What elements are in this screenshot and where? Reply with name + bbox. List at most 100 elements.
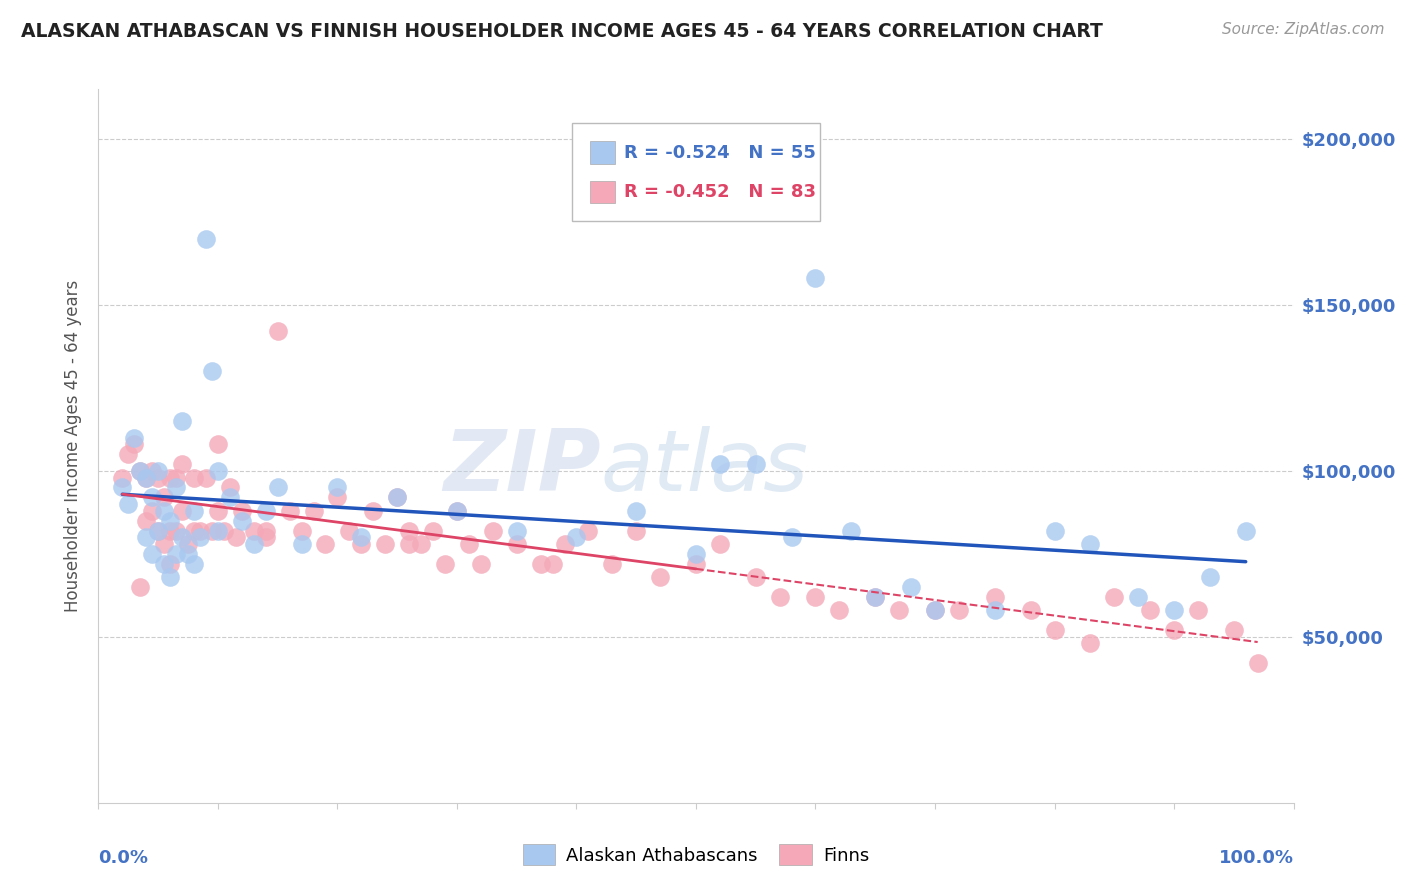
Point	[541, 557, 564, 571]
Point	[129, 464, 152, 478]
Point	[159, 470, 181, 484]
Point	[1043, 524, 1066, 538]
Point	[159, 524, 181, 538]
Point	[129, 464, 152, 478]
Point	[111, 481, 134, 495]
Point	[148, 464, 170, 478]
Point	[207, 504, 229, 518]
Point	[434, 557, 457, 571]
Point	[231, 504, 253, 518]
Point	[165, 481, 187, 495]
Point	[141, 504, 163, 518]
Point	[326, 481, 349, 495]
Point	[117, 447, 139, 461]
Point	[865, 590, 887, 604]
Point	[172, 414, 194, 428]
Point	[924, 603, 946, 617]
Point	[153, 557, 176, 571]
Point	[1199, 570, 1222, 584]
Point	[135, 470, 157, 484]
Point	[254, 504, 277, 518]
Point	[148, 524, 170, 538]
Point	[153, 504, 176, 518]
Point	[159, 570, 181, 584]
Point	[177, 537, 200, 551]
Point	[207, 437, 229, 451]
Point	[1223, 624, 1246, 638]
Point	[254, 530, 277, 544]
Point	[565, 530, 588, 544]
Point	[1043, 624, 1066, 638]
Point	[195, 470, 218, 484]
Point	[626, 524, 648, 538]
Point	[1139, 603, 1161, 617]
Point	[350, 537, 373, 551]
Point	[172, 504, 194, 518]
Point	[183, 504, 205, 518]
Point	[865, 590, 887, 604]
Point	[709, 537, 731, 551]
Point	[554, 537, 576, 551]
Point	[841, 524, 863, 538]
Point	[165, 547, 187, 561]
Point	[648, 570, 672, 584]
Point	[302, 504, 325, 518]
Point	[398, 537, 420, 551]
Point	[1104, 590, 1126, 604]
Point	[948, 603, 970, 617]
Point	[165, 470, 187, 484]
Point	[506, 524, 529, 538]
Point	[153, 537, 176, 551]
Point	[183, 524, 205, 538]
Point	[153, 491, 176, 505]
Y-axis label: Householder Income Ages 45 - 64 years: Householder Income Ages 45 - 64 years	[65, 280, 83, 612]
Point	[243, 537, 266, 551]
Point	[1019, 603, 1042, 617]
Point	[165, 524, 187, 538]
Point	[745, 570, 768, 584]
Point	[267, 481, 290, 495]
Point	[685, 547, 707, 561]
Point	[924, 603, 946, 617]
Point	[506, 537, 529, 551]
Point	[780, 530, 803, 544]
Point	[1163, 603, 1185, 617]
Point	[411, 537, 433, 551]
Point	[1163, 624, 1185, 638]
Point	[195, 231, 218, 245]
Text: ALASKAN ATHABASCAN VS FINNISH HOUSEHOLDER INCOME AGES 45 - 64 YEARS CORRELATION : ALASKAN ATHABASCAN VS FINNISH HOUSEHOLDE…	[21, 22, 1102, 41]
Point	[363, 504, 385, 518]
Point	[141, 547, 163, 561]
Point	[207, 464, 229, 478]
Point	[172, 457, 194, 471]
Text: R = -0.524   N = 55: R = -0.524 N = 55	[624, 144, 815, 161]
Point	[804, 590, 827, 604]
Text: 100.0%: 100.0%	[1219, 849, 1294, 867]
Point	[201, 364, 224, 378]
Text: ZIP: ZIP	[443, 425, 600, 509]
Point	[183, 557, 205, 571]
Point	[339, 524, 361, 538]
Point	[291, 537, 314, 551]
Point	[984, 603, 1007, 617]
Point	[1080, 636, 1102, 650]
Point	[148, 524, 170, 538]
Point	[385, 491, 409, 505]
Point	[159, 557, 181, 571]
Point	[602, 557, 624, 571]
Point	[135, 470, 157, 484]
Point	[470, 557, 492, 571]
Point	[219, 481, 242, 495]
Point	[135, 530, 157, 544]
Point	[685, 557, 707, 571]
Point	[745, 457, 768, 471]
Point	[201, 524, 224, 538]
Point	[291, 524, 314, 538]
Point	[315, 537, 337, 551]
Point	[530, 557, 553, 571]
Point	[207, 524, 229, 538]
Point	[828, 603, 851, 617]
Point	[578, 524, 600, 538]
Point	[135, 514, 157, 528]
Point	[212, 524, 235, 538]
